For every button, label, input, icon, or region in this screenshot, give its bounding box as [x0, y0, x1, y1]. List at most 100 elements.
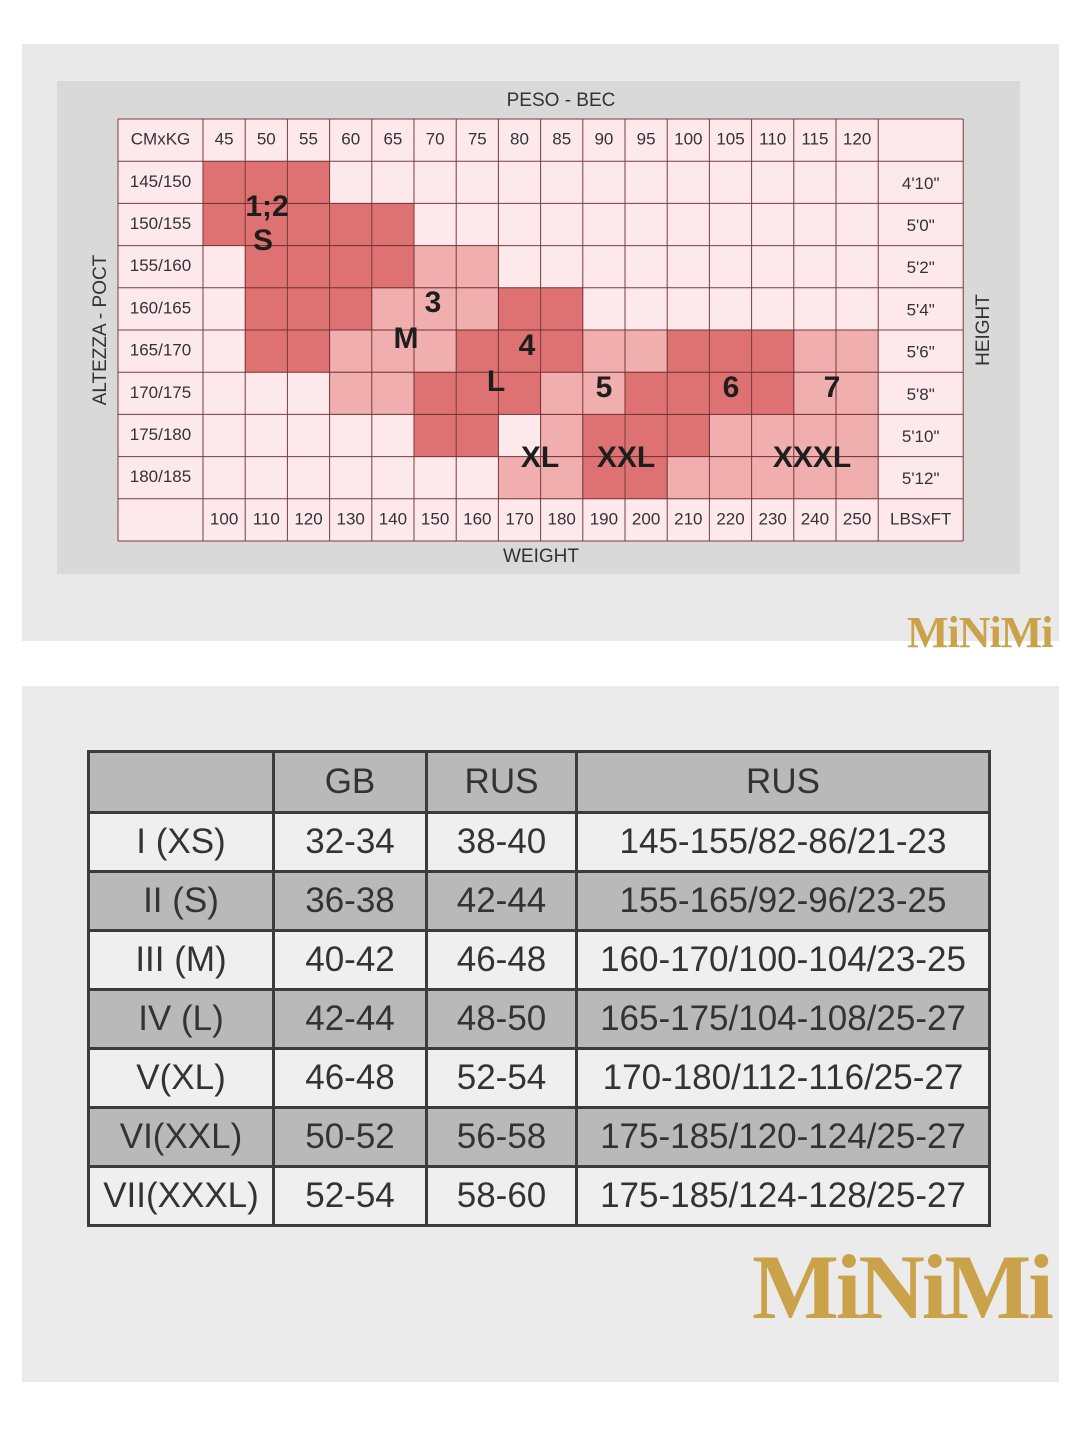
- size-region-3-outline: [413, 414, 499, 457]
- size-number-label: 1;2: [245, 190, 288, 223]
- kg-tick-label: 110: [759, 130, 786, 149]
- gb-cell: 36-38: [272, 870, 428, 932]
- size-cell: IV (L): [87, 988, 275, 1050]
- lbs-tick-label: 130: [337, 509, 365, 528]
- gb-cell: 46-48: [272, 1047, 428, 1109]
- brand-logo: MiNiMi: [907, 608, 1054, 657]
- size-letter-label: XL: [521, 441, 559, 474]
- ft-tick-label: 5'10": [902, 427, 940, 446]
- right-axis-title: HEIGHT: [973, 294, 994, 366]
- size-cell: V(XL): [87, 1047, 275, 1109]
- ft-tick-label: 5'12": [902, 469, 940, 488]
- size-cell: VI(XXL): [87, 1106, 275, 1168]
- ft-tick-label: 5'2": [907, 258, 935, 277]
- rus-cell: 58-60: [425, 1165, 578, 1227]
- measures-cell: 155-165/92-96/23-25: [575, 870, 991, 932]
- size-number-label: 6: [723, 371, 740, 404]
- cm-tick-label: 145/150: [130, 172, 191, 191]
- size-region-1-part: [203, 161, 330, 204]
- size-number-label: 3: [425, 286, 442, 319]
- lbs-tick-label: 140: [379, 509, 407, 528]
- table-row: IV (L) 42-44 48-50 165-175/104-108/25-27: [87, 988, 991, 1050]
- lbs-tick-label: 190: [590, 509, 618, 528]
- header-cell-gb: GB: [272, 750, 428, 814]
- size-letter-label: L: [487, 365, 505, 398]
- rus-cell: 48-50: [425, 988, 578, 1050]
- rus-cell: 42-44: [425, 870, 578, 932]
- kg-tick-label: 75: [468, 130, 487, 149]
- size-number-label: 7: [824, 371, 841, 404]
- rus-cell: 52-54: [425, 1047, 578, 1109]
- bottom-axis-title: WEIGHT: [503, 546, 579, 567]
- measures-cell: 145-155/82-86/21-23: [575, 811, 991, 873]
- lbs-tick-label: 100: [210, 509, 238, 528]
- brand-logo-large: MiNiMi: [752, 1236, 1054, 1338]
- ft-tick-label: 5'6": [907, 343, 935, 362]
- measures-cell: 175-185/120-124/25-27: [575, 1106, 991, 1168]
- kg-tick-label: 115: [801, 130, 828, 149]
- ft-tick-label: 5'0": [907, 216, 935, 235]
- size-cell: III (M): [87, 929, 275, 991]
- lbs-tick-label: 110: [253, 509, 280, 528]
- measures-cell: 170-180/112-116/25-27: [575, 1047, 991, 1109]
- size-region-5-part: [582, 414, 710, 457]
- cm-tick-label: 180/185: [130, 467, 191, 486]
- gb-cell: 42-44: [272, 988, 428, 1050]
- kg-tick-label: 120: [843, 130, 871, 149]
- kg-tick-label: 70: [426, 130, 445, 149]
- rus-cell: 38-40: [425, 811, 578, 873]
- left-axis-title: ALTEZZA - POCT: [90, 254, 111, 405]
- size-region-4-part: [540, 414, 583, 457]
- size-region-6-part: [667, 456, 879, 499]
- header-cell-rus-measures: RUS: [575, 750, 991, 814]
- rus-cell: 56-58: [425, 1106, 578, 1168]
- cm-tick-label: 175/180: [130, 425, 191, 444]
- size-letter-label: M: [394, 322, 419, 355]
- lbs-tick-label: 200: [632, 509, 660, 528]
- gb-cell: 50-52: [272, 1106, 428, 1168]
- size-region-3-part: [456, 330, 583, 373]
- lbs-tick-label: 220: [716, 509, 744, 528]
- measures-cell: 165-175/104-108/25-27: [575, 988, 991, 1050]
- kg-tick-label: 105: [716, 130, 744, 149]
- table-row: III (M) 40-42 46-48 160-170/100-104/23-2…: [87, 929, 991, 991]
- kg-tick-label: 50: [257, 130, 276, 149]
- kg-tick-label: 45: [215, 130, 234, 149]
- ft-tick-label: 5'4": [907, 300, 935, 319]
- lbs-tick-label: 210: [674, 509, 702, 528]
- table-row: I (XS) 32-34 38-40 145-155/82-86/21-23: [87, 811, 991, 873]
- measures-cell: 160-170/100-104/23-25: [575, 929, 991, 991]
- table-row: VI(XXL) 50-52 56-58 175-185/120-124/25-2…: [87, 1106, 991, 1168]
- lbs-tick-label: 180: [548, 509, 576, 528]
- size-cell: I (XS): [87, 811, 275, 873]
- size-region-6-outline: [666, 456, 879, 500]
- size-cell: II (S): [87, 870, 275, 932]
- cm-tick-label: 170/175: [130, 383, 191, 402]
- gb-cell: 40-42: [272, 929, 428, 991]
- top-axis-title: PESO - BEC: [507, 90, 616, 111]
- cm-tick-label: 160/165: [130, 298, 191, 317]
- kg-tick-label: 65: [383, 130, 402, 149]
- rus-cell: 46-48: [425, 929, 578, 991]
- table-row: V(XL) 46-48 52-54 170-180/112-116/25-27: [87, 1047, 991, 1109]
- kg-tick-label: 55: [299, 130, 318, 149]
- size-chart: CMxKG 45 50 55 60 65 70 75 80 85 90 95 100 105 110 115 1…: [57, 81, 1020, 574]
- ft-tick-label: 4'10": [902, 174, 940, 193]
- lbs-tick-label: 150: [421, 509, 449, 528]
- size-letter-label: XXXL: [773, 441, 851, 474]
- cm-tick-label: 150/155: [130, 214, 191, 233]
- lbs-tick-label: 230: [759, 509, 787, 528]
- corner-label-cmxkg: CMxKG: [131, 130, 191, 149]
- lbs-tick-label: 120: [294, 509, 322, 528]
- kg-tick-label: 100: [674, 130, 702, 149]
- cm-tick-label: 155/160: [130, 256, 191, 275]
- size-number-label: 4: [519, 329, 536, 362]
- lbs-tick-label: 170: [505, 509, 533, 528]
- kg-tick-label: 95: [637, 130, 656, 149]
- cm-tick-label: 165/170: [130, 341, 191, 360]
- size-letter-label: XXL: [597, 441, 655, 474]
- size-region-2-part: [371, 287, 499, 330]
- size-region-3-part: [414, 372, 541, 415]
- size-cell: VII(XXXL): [87, 1165, 275, 1227]
- lbs-tick-label: 160: [463, 509, 491, 528]
